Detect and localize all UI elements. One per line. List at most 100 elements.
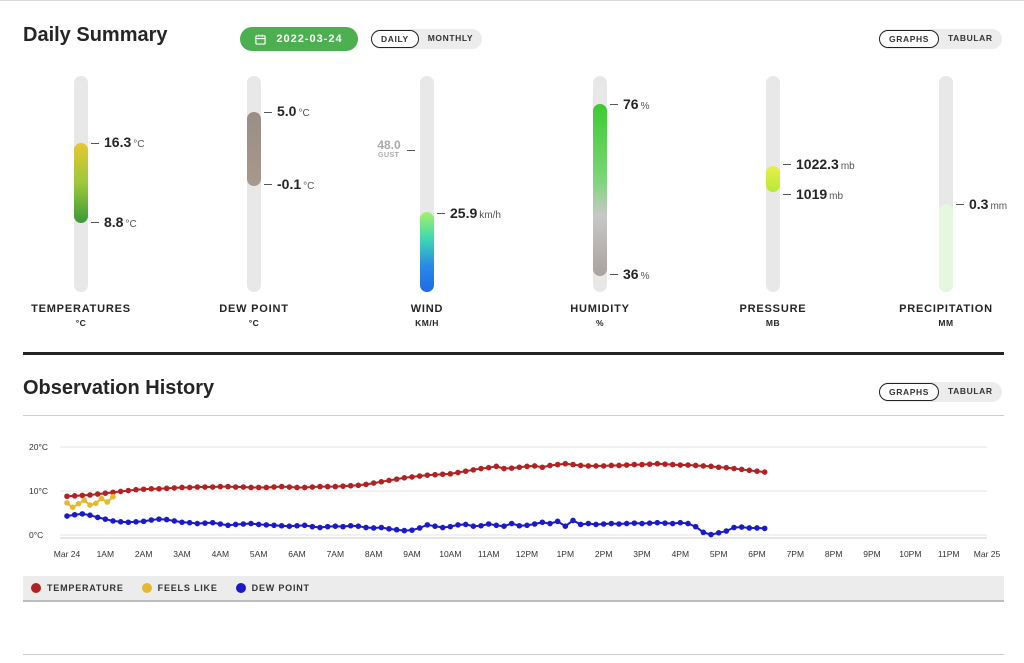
data-point[interactable] — [738, 524, 745, 530]
data-point[interactable] — [232, 484, 239, 490]
data-point[interactable] — [455, 522, 461, 528]
data-point[interactable] — [370, 525, 377, 531]
data-point[interactable] — [616, 462, 622, 469]
data-point[interactable] — [75, 500, 82, 507]
data-point[interactable] — [255, 484, 262, 491]
data-point[interactable] — [524, 463, 530, 470]
data-point[interactable] — [754, 525, 760, 531]
data-point[interactable] — [654, 460, 661, 467]
data-point[interactable] — [64, 500, 70, 506]
data-point[interactable] — [194, 484, 201, 490]
data-point[interactable] — [539, 464, 546, 471]
data-point[interactable] — [570, 517, 576, 524]
data-point[interactable] — [715, 530, 722, 536]
data-point[interactable] — [94, 491, 101, 497]
data-point[interactable] — [485, 464, 492, 471]
date-picker-button[interactable]: 2022-03-24 — [240, 27, 358, 51]
data-point[interactable] — [516, 464, 523, 471]
data-point[interactable] — [278, 483, 285, 490]
data-point[interactable] — [608, 462, 615, 469]
data-point[interactable] — [133, 486, 139, 493]
data-point[interactable] — [110, 489, 116, 496]
data-point[interactable] — [738, 466, 745, 473]
data-point[interactable] — [179, 519, 185, 526]
data-point[interactable] — [409, 474, 415, 480]
data-point[interactable] — [294, 522, 300, 529]
history-tab-graphs[interactable]: GRAPHS — [879, 383, 939, 401]
data-point[interactable] — [401, 527, 408, 534]
data-point[interactable] — [363, 524, 369, 531]
data-point[interactable] — [104, 499, 111, 505]
data-point[interactable] — [616, 521, 622, 527]
data-point[interactable] — [202, 484, 208, 490]
data-point[interactable] — [685, 462, 691, 468]
data-point[interactable] — [409, 527, 415, 533]
data-point[interactable] — [194, 520, 201, 527]
data-point[interactable] — [140, 518, 147, 525]
data-point[interactable] — [148, 486, 155, 492]
data-point[interactable] — [363, 481, 369, 488]
data-point[interactable] — [585, 520, 592, 527]
data-point[interactable] — [79, 492, 86, 499]
data-point[interactable] — [562, 460, 569, 467]
data-point[interactable] — [715, 464, 722, 471]
data-point[interactable] — [393, 526, 400, 533]
data-point[interactable] — [225, 522, 231, 529]
data-point[interactable] — [416, 525, 423, 531]
data-point[interactable] — [524, 522, 530, 529]
data-point[interactable] — [110, 518, 116, 524]
data-point[interactable] — [692, 462, 699, 469]
data-point[interactable] — [493, 463, 500, 470]
data-point[interactable] — [125, 519, 132, 526]
data-point[interactable] — [439, 471, 446, 478]
data-point[interactable] — [294, 484, 300, 491]
data-point[interactable] — [271, 484, 277, 490]
data-point[interactable] — [600, 521, 607, 527]
data-point[interactable] — [462, 521, 469, 528]
data-point[interactable] — [117, 488, 124, 495]
data-point[interactable] — [286, 484, 293, 490]
data-point[interactable] — [378, 524, 385, 531]
data-point[interactable] — [669, 461, 676, 468]
data-point[interactable] — [156, 516, 162, 522]
data-point[interactable] — [263, 522, 270, 528]
data-point[interactable] — [81, 497, 88, 504]
data-point[interactable] — [669, 520, 676, 527]
data-point[interactable] — [71, 511, 78, 518]
legend-dew-point[interactable]: DEW POINT — [235, 583, 310, 593]
data-point[interactable] — [577, 462, 584, 469]
data-point[interactable] — [485, 521, 492, 527]
data-point[interactable] — [462, 468, 469, 474]
data-point[interactable] — [209, 519, 216, 526]
data-point[interactable] — [133, 519, 139, 525]
data-point[interactable] — [102, 490, 109, 496]
data-point[interactable] — [340, 483, 346, 489]
data-point[interactable] — [746, 525, 753, 531]
data-point[interactable] — [677, 462, 684, 468]
data-point[interactable] — [69, 504, 76, 511]
data-point[interactable] — [378, 478, 385, 485]
data-point[interactable] — [186, 484, 193, 491]
data-point[interactable] — [209, 484, 216, 490]
data-point[interactable] — [470, 467, 477, 473]
data-point[interactable] — [355, 523, 362, 529]
data-point[interactable] — [470, 523, 477, 529]
data-point[interactable] — [125, 487, 132, 494]
data-point[interactable] — [585, 463, 592, 469]
data-point[interactable] — [478, 522, 484, 529]
data-point[interactable] — [301, 484, 308, 491]
data-point[interactable] — [347, 482, 354, 489]
data-point[interactable] — [347, 522, 354, 529]
data-point[interactable] — [432, 471, 438, 478]
data-point[interactable] — [631, 461, 638, 468]
data-point[interactable] — [263, 484, 270, 491]
tab-graphs[interactable]: GRAPHS — [879, 30, 939, 48]
data-point[interactable] — [723, 464, 730, 471]
data-point[interactable] — [79, 511, 86, 517]
data-point[interactable] — [202, 520, 208, 526]
data-point[interactable] — [87, 512, 93, 518]
data-point[interactable] — [562, 523, 569, 529]
data-point[interactable] — [623, 520, 630, 527]
data-point[interactable] — [217, 483, 224, 490]
data-point[interactable] — [646, 461, 653, 467]
